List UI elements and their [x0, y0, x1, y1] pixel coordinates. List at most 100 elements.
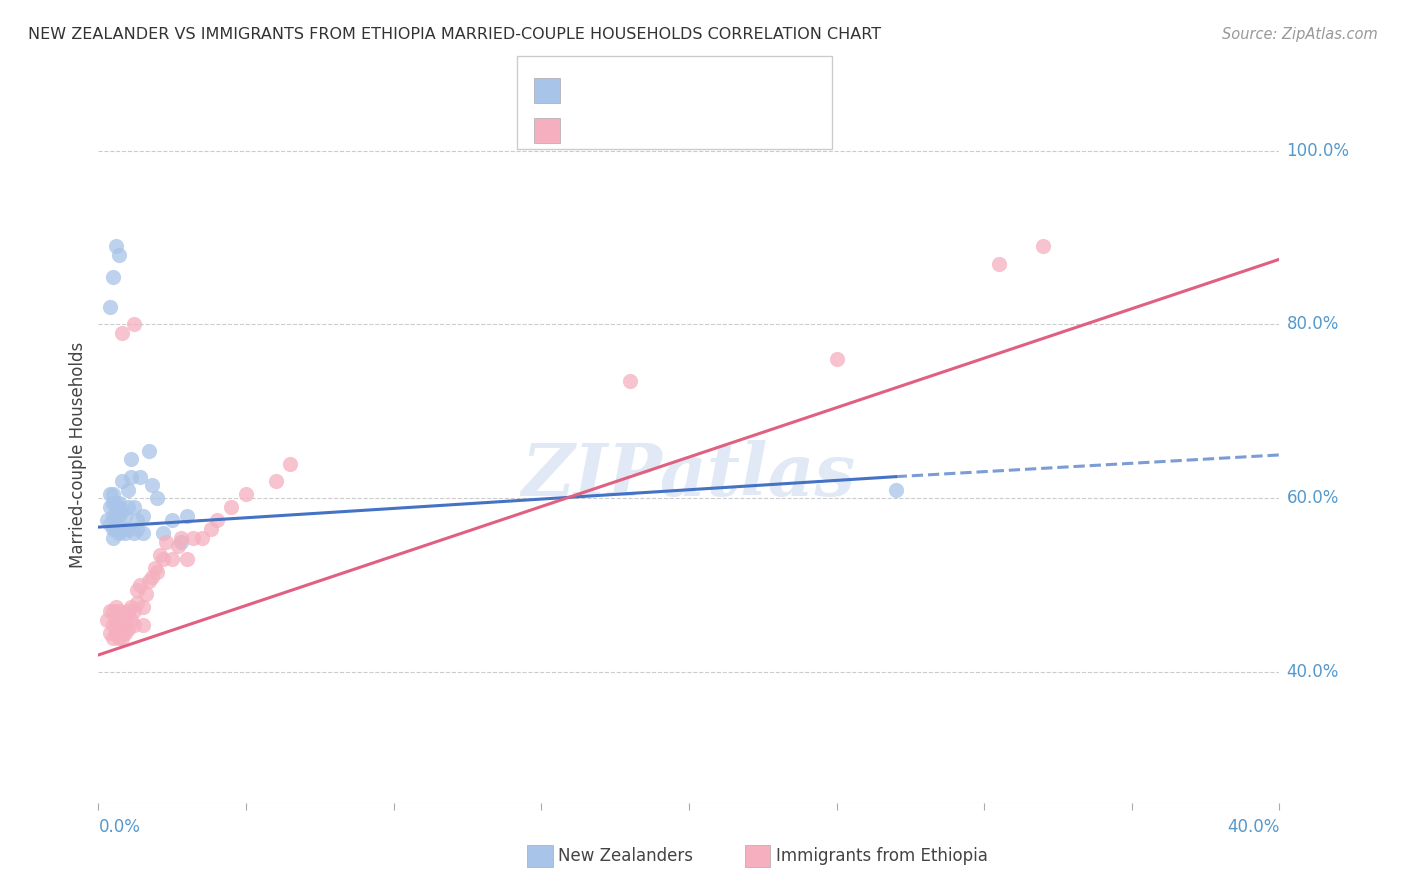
Text: NEW ZEALANDER VS IMMIGRANTS FROM ETHIOPIA MARRIED-COUPLE HOUSEHOLDS CORRELATION : NEW ZEALANDER VS IMMIGRANTS FROM ETHIOPI…	[28, 27, 882, 42]
Point	[122, 617, 145, 632]
Point	[1032, 239, 1054, 253]
Point	[987, 257, 1010, 271]
Point	[125, 522, 148, 536]
Point	[132, 600, 155, 615]
Point	[191, 531, 214, 545]
Point	[103, 269, 125, 284]
Point	[108, 508, 131, 523]
Text: 0.0%: 0.0%	[98, 819, 141, 837]
Point	[205, 513, 228, 527]
Point	[825, 352, 848, 367]
Point	[132, 617, 155, 632]
Point	[117, 622, 139, 636]
Point	[98, 517, 121, 532]
Text: N =: N =	[657, 122, 709, 140]
Point	[98, 487, 121, 501]
Point	[143, 561, 166, 575]
Point	[176, 552, 198, 566]
Point	[98, 605, 121, 619]
Point	[117, 522, 139, 536]
Point	[146, 566, 169, 580]
Point	[111, 326, 134, 340]
Text: New Zealanders: New Zealanders	[558, 847, 693, 865]
Point	[155, 534, 177, 549]
Point	[114, 626, 136, 640]
Text: ZIPatlas: ZIPatlas	[522, 441, 856, 511]
Point	[132, 508, 155, 523]
Point	[105, 496, 128, 510]
Point	[170, 534, 193, 549]
Text: Source: ZipAtlas.com: Source: ZipAtlas.com	[1222, 27, 1378, 42]
Point	[152, 526, 174, 541]
Point	[141, 478, 163, 492]
Point	[111, 504, 134, 518]
Point	[884, 483, 907, 497]
Point	[125, 582, 148, 597]
Point	[98, 626, 121, 640]
Point	[181, 531, 204, 545]
Point	[96, 513, 118, 527]
Point	[103, 522, 125, 536]
Point	[619, 374, 641, 388]
Point	[111, 631, 134, 645]
Point	[105, 600, 128, 615]
Text: 0.082: 0.082	[600, 83, 658, 101]
Point	[105, 239, 128, 253]
Text: R =: R =	[568, 122, 607, 140]
Point	[120, 600, 142, 615]
Point	[138, 443, 160, 458]
Point	[108, 617, 131, 632]
Point	[235, 487, 257, 501]
Point	[200, 522, 222, 536]
Point	[122, 500, 145, 514]
Point	[128, 578, 150, 592]
Point	[103, 631, 125, 645]
Point	[111, 522, 134, 536]
Point	[125, 596, 148, 610]
Text: 80.0%: 80.0%	[1286, 316, 1339, 334]
Point	[170, 531, 193, 545]
Point	[108, 631, 131, 645]
Text: 60.0%: 60.0%	[1286, 490, 1339, 508]
Point	[122, 318, 145, 332]
Point	[128, 469, 150, 483]
Point	[108, 526, 131, 541]
Point	[120, 613, 142, 627]
Text: 40.0%: 40.0%	[1286, 664, 1339, 681]
Point	[114, 608, 136, 623]
Point	[114, 526, 136, 541]
Point	[103, 617, 125, 632]
Text: 40.0%: 40.0%	[1227, 819, 1279, 837]
Point	[105, 626, 128, 640]
Point	[141, 570, 163, 584]
Point	[122, 526, 145, 541]
Point	[98, 500, 121, 514]
Point	[117, 500, 139, 514]
Text: R =: R =	[568, 83, 607, 101]
Point	[103, 508, 125, 523]
Point	[162, 513, 183, 527]
Point	[105, 508, 128, 523]
Point	[103, 496, 125, 510]
Point	[152, 552, 174, 566]
Point	[219, 500, 242, 514]
Point	[125, 513, 148, 527]
Point	[278, 457, 302, 471]
Text: 53: 53	[697, 122, 723, 140]
Point	[146, 491, 169, 506]
Point	[111, 617, 134, 632]
Point	[111, 474, 134, 488]
Point	[98, 300, 121, 314]
Point	[114, 508, 136, 523]
Point	[103, 605, 125, 619]
Point	[176, 508, 198, 523]
Text: 100.0%: 100.0%	[1286, 142, 1350, 160]
Point	[167, 539, 190, 553]
Point	[122, 605, 145, 619]
Point	[103, 531, 125, 545]
Point	[132, 526, 155, 541]
Point	[96, 613, 118, 627]
Point	[120, 469, 142, 483]
Point	[117, 605, 139, 619]
Text: N =: N =	[657, 83, 709, 101]
